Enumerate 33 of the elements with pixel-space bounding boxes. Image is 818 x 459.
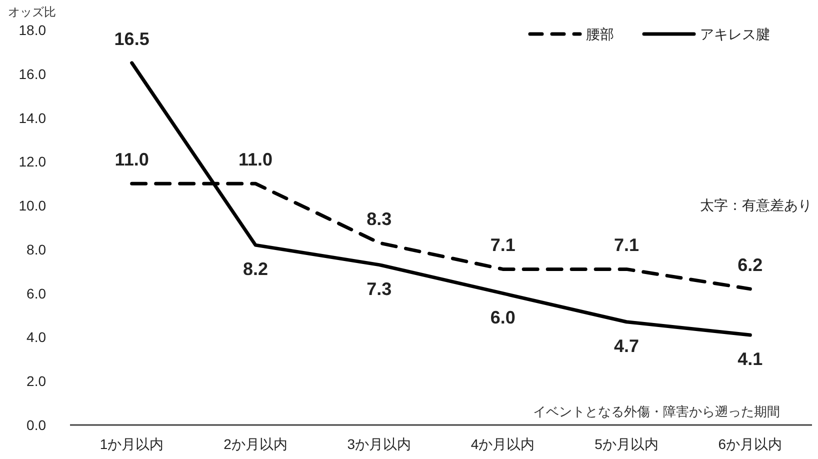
y-tick-label: 6.0 bbox=[26, 285, 46, 302]
y-tick-label: 18.0 bbox=[18, 22, 46, 38]
y-tick-label: 14.0 bbox=[18, 110, 46, 126]
x-tick-label: 4か月以内 bbox=[470, 436, 535, 452]
y-tick-label: 12.0 bbox=[18, 154, 46, 170]
y-tick-label: 4.0 bbox=[26, 329, 46, 346]
data-label: 8.2 bbox=[242, 259, 268, 280]
data-label: 7.3 bbox=[366, 278, 392, 299]
legend-label: 腰部 bbox=[586, 26, 614, 42]
x-tick-label: 1か月以内 bbox=[100, 436, 164, 452]
data-label: 8.3 bbox=[366, 208, 392, 229]
data-label: 16.5 bbox=[114, 28, 150, 49]
x-tick-label: 6か月以内 bbox=[718, 436, 782, 452]
y-axis-title: オッズ比 bbox=[8, 5, 56, 19]
x-tick-label: 2か月以内 bbox=[224, 436, 288, 452]
x-tick-label: 3か月以内 bbox=[347, 436, 412, 452]
data-label: 11.0 bbox=[114, 150, 149, 170]
annotation: 太字：有意差あり bbox=[700, 197, 812, 213]
data-label: 4.1 bbox=[738, 349, 763, 370]
data-label: 7.1 bbox=[490, 235, 516, 256]
y-tick-label: 2.0 bbox=[26, 373, 46, 390]
y-tick-label: 8.0 bbox=[26, 241, 46, 258]
data-label: 11.0 bbox=[238, 150, 273, 170]
x-tick-label: 5か月以内 bbox=[594, 436, 658, 452]
y-tick-label: 0.0 bbox=[26, 417, 46, 433]
data-label: 6.0 bbox=[490, 307, 516, 328]
data-label: 4.7 bbox=[614, 336, 640, 356]
data-label: 7.1 bbox=[614, 235, 640, 256]
y-tick-label: 16.0 bbox=[18, 66, 46, 82]
legend-label: アキレス腱 bbox=[700, 26, 770, 42]
data-label: 6.2 bbox=[738, 254, 763, 275]
y-tick-label: 10.0 bbox=[18, 198, 46, 214]
x-axis-title: イベントとなる外傷・障害から遡った期間 bbox=[533, 404, 780, 419]
